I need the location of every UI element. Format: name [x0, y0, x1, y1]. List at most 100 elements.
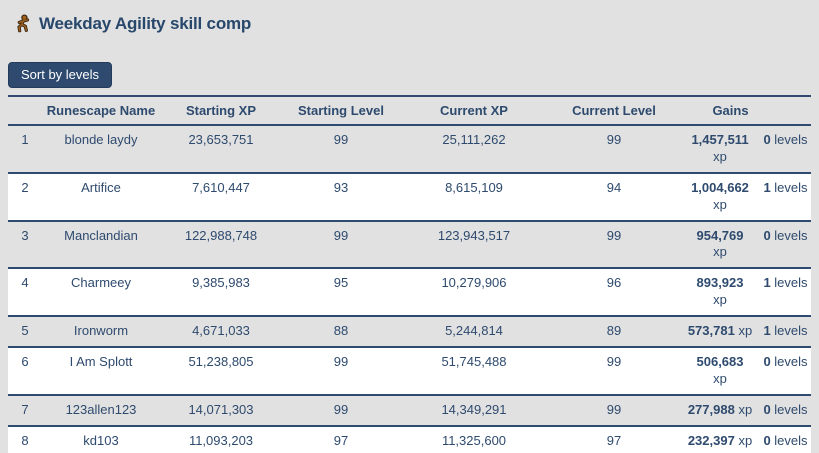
rank-cell: 2 [8, 172, 42, 222]
table-row: 2 Artifice 7,610,447 93 8,615,109 94 1,0… [8, 172, 811, 222]
current-xp-value: 10,279,906 [441, 275, 507, 291]
player-name-cell[interactable]: Charmeey [42, 268, 160, 318]
table-row: 6 I Am Splott 51,238,805 99 51,745,488 9… [8, 347, 811, 396]
current-level-cell: 99 [548, 394, 680, 427]
gains-levels-cell: 1 levels [760, 316, 811, 349]
gains-xp-value: 573,781 [687, 323, 735, 339]
starting-xp-value: 9,385,983 [192, 275, 250, 291]
column-header-runescape-name: Runescape Name [42, 95, 160, 126]
current-level-value: 96 [606, 275, 622, 291]
current-level-cell: 99 [548, 220, 680, 270]
starting-xp-cell: 51,238,805 [160, 347, 282, 396]
column-header-starting-level: Starting Level [282, 95, 400, 126]
rank-cell: 4 [8, 268, 42, 318]
gains-levels-cell: 1 levels [760, 172, 811, 222]
player-name[interactable]: kd103 [83, 432, 119, 448]
gains-xp-unit: xp [713, 370, 727, 386]
gains-xp-value: 954,769 [696, 227, 744, 243]
rank-value: 4 [21, 275, 29, 291]
player-name-cell[interactable]: Ironworm [42, 316, 160, 349]
gains-levels-unit: levels [774, 323, 808, 339]
table-row: 3 Manclandian 122,988,748 99 123,943,517… [8, 220, 811, 270]
table-body: 1 blonde laydy 23,653,751 99 25,111,262 … [8, 125, 811, 453]
player-name-cell[interactable]: Manclandian [42, 220, 160, 270]
current-level-value: 94 [606, 179, 622, 195]
gains-levels-value: 1 [763, 179, 771, 195]
player-name-cell[interactable]: Artifice [42, 172, 160, 222]
gains-xp-cell: 1,004,662 xp [680, 172, 760, 222]
current-level-value: 97 [606, 432, 622, 448]
table-row: 4 Charmeey 9,385,983 95 10,279,906 96 89… [8, 268, 811, 318]
starting-level-cell: 99 [282, 394, 400, 427]
player-name-cell[interactable]: 123allen123 [42, 394, 160, 427]
starting-level-value: 93 [333, 179, 349, 195]
current-xp-value: 51,745,488 [441, 354, 507, 370]
starting-level-cell: 88 [282, 316, 400, 349]
gains-xp-unit: xp [713, 196, 727, 212]
starting-level-cell: 99 [282, 220, 400, 270]
gains-levels-unit: levels [774, 401, 808, 417]
player-name[interactable]: Charmeey [71, 275, 131, 291]
player-name[interactable]: Artifice [81, 179, 121, 195]
rank-value: 7 [21, 401, 29, 417]
starting-xp-value: 122,988,748 [184, 227, 258, 243]
player-name[interactable]: blonde laydy [64, 132, 138, 147]
current-xp-cell: 8,615,109 [400, 172, 548, 222]
gains-xp-cell: 232,397 xp [680, 425, 760, 453]
starting-level-value: 99 [333, 401, 349, 417]
player-name[interactable]: 123allen123 [65, 401, 137, 417]
current-xp-value: 5,244,814 [445, 323, 503, 339]
gains-xp-cell: 277,988 xp [680, 394, 760, 427]
gains-levels-unit: levels [774, 132, 808, 147]
player-name[interactable]: Ironworm [73, 323, 129, 339]
player-name[interactable]: I Am Splott [69, 354, 133, 370]
gains-xp-cell: 1,457,511 xp [680, 125, 760, 174]
sort-by-levels-button[interactable]: Sort by levels [8, 62, 113, 88]
current-xp-value: 123,943,517 [437, 227, 511, 243]
current-level-value: 99 [606, 132, 622, 147]
page-title: Weekday Agility skill comp [39, 13, 252, 33]
player-name-cell[interactable]: blonde laydy [42, 125, 160, 174]
starting-xp-cell: 122,988,748 [160, 220, 282, 270]
rank-cell: 3 [8, 220, 42, 270]
gains-levels-cell: 1 levels [760, 268, 811, 318]
current-xp-cell: 123,943,517 [400, 220, 548, 270]
gains-levels-cell: 0 levels [760, 125, 811, 174]
current-level-cell: 99 [548, 347, 680, 396]
table-row: 8 kd103 11,093,203 97 11,325,600 97 232,… [8, 425, 811, 453]
gains-levels-cell: 0 levels [760, 425, 811, 453]
starting-xp-value: 51,238,805 [188, 354, 254, 370]
starting-xp-cell: 7,610,447 [160, 172, 282, 222]
current-xp-cell: 14,349,291 [400, 394, 548, 427]
player-name[interactable]: Manclandian [64, 227, 138, 243]
gains-xp-unit: xp [713, 244, 727, 260]
current-level-cell: 96 [548, 268, 680, 318]
column-header-current-level: Current Level [548, 95, 680, 126]
player-name-cell[interactable]: I Am Splott [42, 347, 160, 396]
current-xp-value: 25,111,262 [442, 132, 506, 147]
rank-value: 3 [21, 227, 29, 243]
gains-levels-value: 0 [763, 354, 771, 370]
gains-xp-cell: 573,781 xp [680, 316, 760, 349]
gains-xp-value: 506,683 [696, 354, 744, 370]
gains-xp-unit: xp [713, 292, 727, 308]
gains-levels-value: 0 [763, 432, 771, 448]
rank-value: 2 [21, 179, 29, 195]
starting-level-cell: 99 [282, 347, 400, 396]
current-level-value: 99 [606, 354, 622, 370]
table-row: 5 Ironworm 4,671,033 88 5,244,814 89 573… [8, 316, 811, 349]
starting-xp-cell: 23,653,751 [160, 125, 282, 174]
current-level-value: 99 [606, 227, 622, 243]
gains-levels-value: 0 [763, 132, 771, 147]
rank-value: 8 [21, 432, 29, 448]
starting-xp-cell: 4,671,033 [160, 316, 282, 349]
rank-value: 6 [21, 354, 29, 370]
rank-cell: 8 [8, 425, 42, 453]
starting-level-cell: 93 [282, 172, 400, 222]
starting-level-cell: 99 [282, 125, 400, 174]
rank-cell: 7 [8, 394, 42, 427]
starting-xp-cell: 9,385,983 [160, 268, 282, 318]
starting-level-value: 99 [333, 227, 349, 243]
player-name-cell[interactable]: kd103 [42, 425, 160, 453]
column-header-starting-xp: Starting XP [160, 95, 282, 126]
